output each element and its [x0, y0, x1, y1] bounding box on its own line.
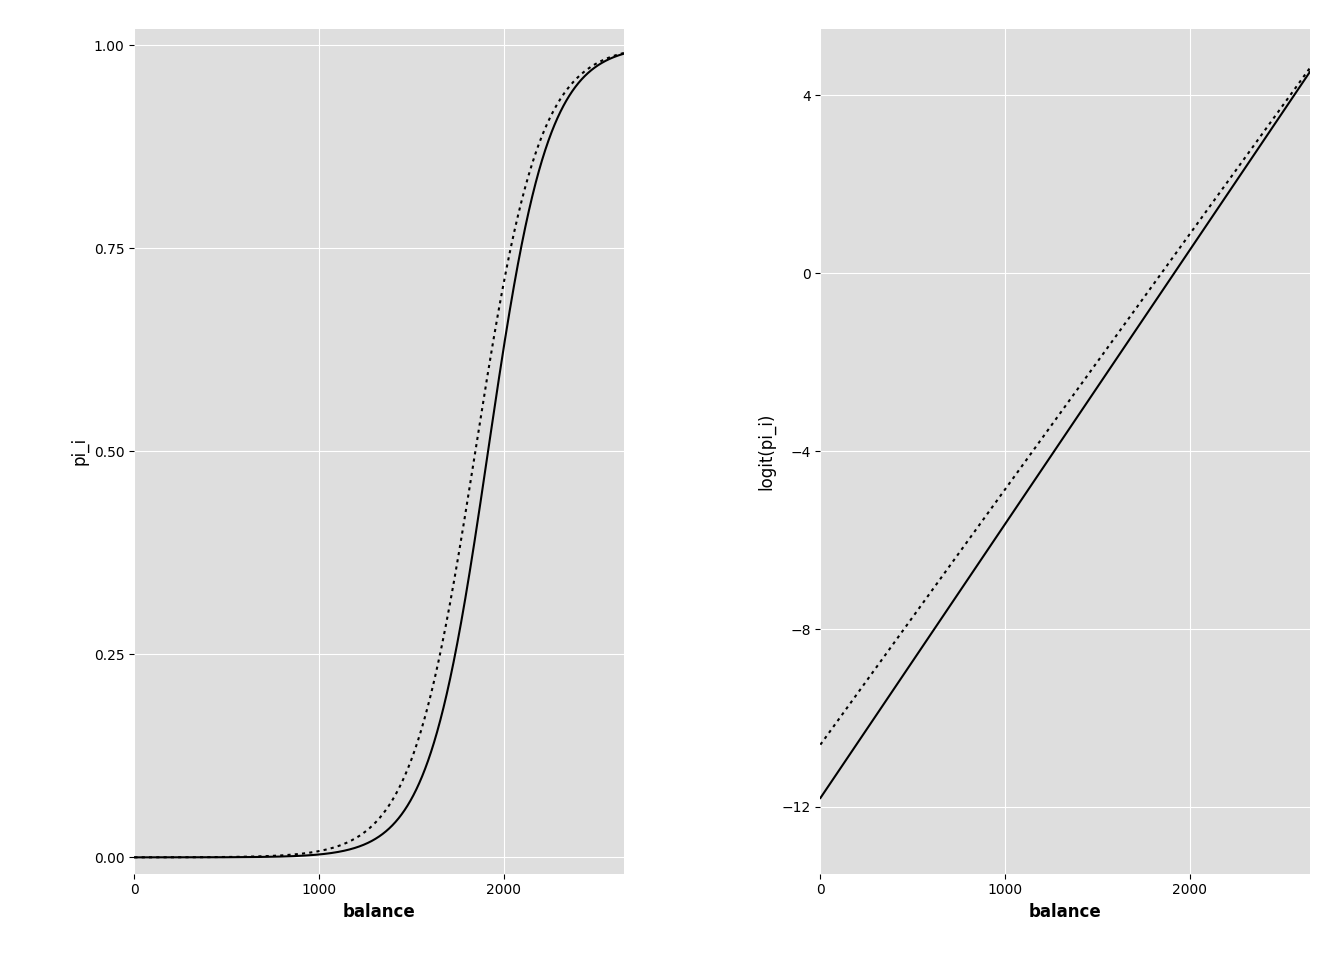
Y-axis label: logit(pi_i): logit(pi_i)	[758, 413, 775, 490]
X-axis label: balance: balance	[1030, 902, 1102, 921]
Y-axis label: pi_i: pi_i	[70, 437, 89, 466]
X-axis label: balance: balance	[343, 902, 415, 921]
